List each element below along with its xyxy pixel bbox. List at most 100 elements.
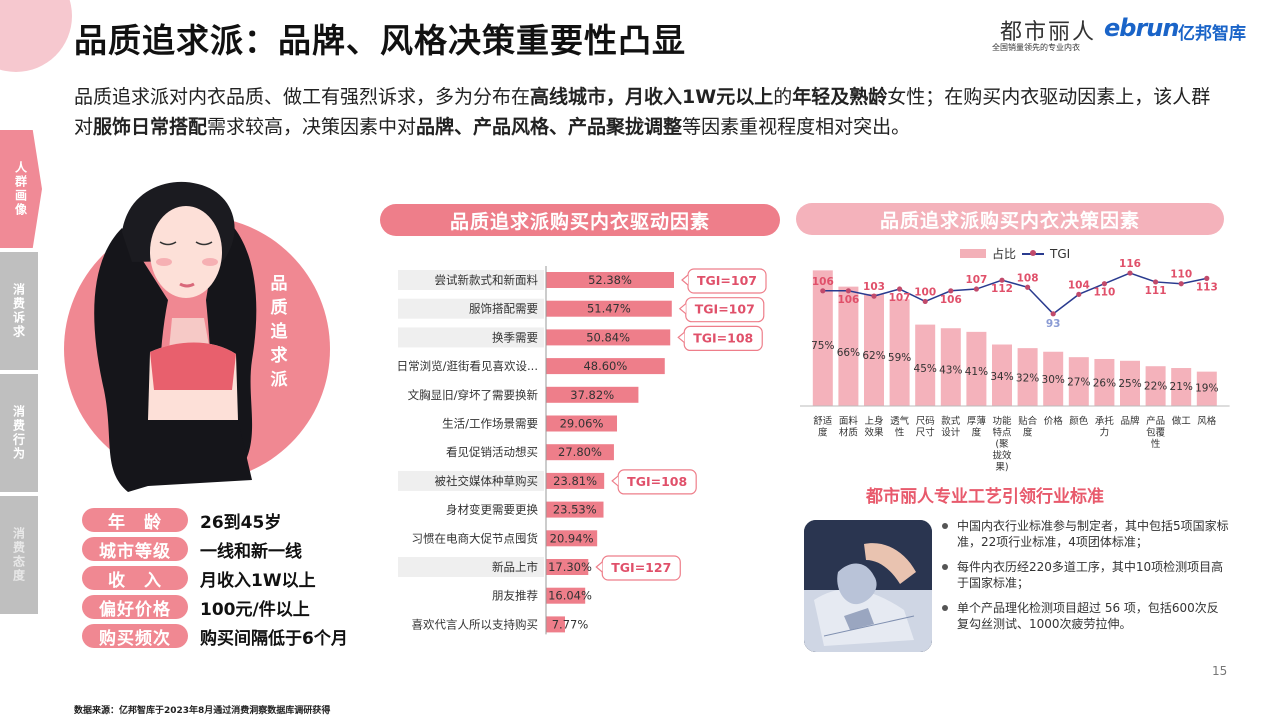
category-highlight — [398, 470, 544, 491]
share-label: 21% — [1170, 381, 1193, 393]
info-row-frequency: 购买频次 购买间隔低于6个月 — [82, 624, 348, 649]
tick-label: 力 — [1100, 427, 1110, 439]
tgi-label: 116 — [1119, 258, 1141, 270]
tgi-line — [822, 272, 1207, 315]
category-label: 日常浏览/逛街看见喜欢设... — [397, 359, 538, 373]
info-row-age: 年 龄 26到45岁 — [82, 508, 282, 533]
drive-factors-chart: 尝试新款式和新面料 52.38% TGI=107 服饰搭配需要 51.47% TGI=10… — [397, 266, 767, 635]
decision-bar — [1120, 360, 1140, 406]
tgi-point — [871, 293, 877, 299]
value-label: 23.53% — [553, 503, 597, 517]
info-key-age: 年 龄 — [82, 508, 188, 533]
decision-bar — [1017, 348, 1038, 406]
decision-bar — [940, 328, 961, 406]
value-label: 52.38% — [588, 273, 632, 287]
tgi-point — [820, 288, 826, 294]
tick-label: 产品 — [1146, 415, 1165, 427]
decision-bar — [1196, 371, 1217, 406]
value-label: 17.30% — [548, 560, 592, 574]
page-number: 15 — [1212, 664, 1228, 678]
share-label: 34% — [990, 371, 1013, 383]
category-highlight — [398, 298, 544, 319]
category-label: 看见促销活动想买 — [446, 445, 538, 459]
craft-photo — [804, 520, 932, 652]
tick-label: 拢效 — [992, 450, 1012, 462]
value-label: 16.04% — [548, 589, 592, 603]
category-highlight — [398, 327, 544, 348]
tick-label: 效果 — [864, 427, 884, 439]
tick-label: 尺寸 — [916, 427, 936, 439]
category-label: 朋友推荐 — [492, 589, 538, 603]
tgi-point — [1127, 270, 1133, 276]
tick-label: 风格 — [1197, 415, 1217, 427]
craft-item: 中国内衣行业标准参与制定者，其中包括5项国家标准，22项行业标准，4项团体标准； — [940, 518, 1230, 550]
tick-label: 包覆 — [1146, 427, 1166, 439]
share-label: 41% — [965, 366, 988, 378]
tick-label: 做工 — [1172, 415, 1192, 427]
info-row-price: 偏好价格 100元/件以上 — [82, 595, 310, 620]
info-value-age: 26到45岁 — [200, 512, 282, 533]
tick-label: 款式 — [941, 415, 961, 427]
share-label: 43% — [939, 364, 962, 376]
drive-bar — [546, 444, 614, 461]
category-label: 喜欢代言人所以支持购买 — [412, 617, 539, 631]
legend-label-share: 占比 — [992, 247, 1017, 261]
tgi-point — [1076, 291, 1082, 297]
side-tab-behavior[interactable]: 消费行为 — [0, 374, 38, 492]
decision-bar — [838, 286, 859, 406]
persona-label: 品质追求派 — [270, 274, 288, 390]
value-label: 51.47% — [587, 302, 631, 316]
cosmo-lady-tagline: 全国销量领先的专业内衣 — [992, 43, 1080, 52]
tick-label: 厚薄 — [967, 415, 987, 427]
tgi-point — [1025, 284, 1031, 290]
category-label: 被社交媒体种草购买 — [435, 474, 539, 488]
value-label: 29.06% — [560, 417, 604, 431]
tgi-point — [1153, 279, 1159, 285]
tgi-label: 112 — [991, 283, 1013, 295]
tgi-point — [1101, 281, 1107, 287]
drive-bar — [546, 329, 671, 346]
tick-label: 透气 — [890, 415, 910, 427]
drive-bar — [546, 616, 565, 633]
tick-label: 尺码 — [916, 416, 935, 427]
share-label: 30% — [1042, 374, 1065, 386]
share-label: 45% — [914, 363, 937, 375]
tgi-label: 104 — [1068, 279, 1090, 291]
side-nav: 人群画像 消费诉求 消费行为 消费态度 — [0, 130, 42, 618]
page-title: 品质追求派：品牌、风格决策重要性凸显 — [74, 21, 686, 60]
data-source-footnote: 数据来源：亿邦智库于2023年8月通过消费洞察数据库调研获得 — [74, 706, 331, 716]
side-tab-demand[interactable]: 消费诉求 — [0, 252, 38, 370]
tgi-label: 103 — [863, 281, 885, 293]
share-label: 27% — [1067, 376, 1090, 388]
decision-bar — [889, 299, 910, 406]
drive-bar — [546, 300, 672, 317]
decision-bar — [864, 293, 884, 406]
side-tab-attitude[interactable]: 消费态度 — [0, 496, 38, 614]
decision-bar — [812, 270, 833, 406]
tgi-point — [1204, 275, 1210, 281]
decision-bar — [1068, 357, 1089, 406]
share-label: 22% — [1144, 380, 1167, 392]
drive-chart-title: 品质追求派购买内衣驱动因素 — [380, 204, 780, 236]
tgi-label: 107 — [965, 274, 987, 286]
category-label: 习惯在电商大促节点囤货 — [412, 531, 539, 545]
decision-bar — [992, 344, 1012, 406]
tick-label: 材质 — [839, 427, 859, 439]
category-label: 换季需要 — [492, 330, 538, 344]
tgi-callout-pointer — [677, 331, 685, 343]
intro-paragraph: 品质追求派对内衣品质、做工有强烈诉求，多为分布在高线城市，月收入1W元以上的年轻… — [74, 86, 1211, 138]
category-highlight — [398, 270, 544, 290]
info-key-price: 偏好价格 — [82, 595, 188, 620]
info-value-price: 100元/件以上 — [200, 599, 310, 620]
category-label: 身材变更需要更换 — [446, 503, 538, 517]
decision-bar — [1043, 351, 1064, 406]
tick-label: 品牌 — [1120, 415, 1140, 427]
info-key-income: 收 入 — [82, 566, 188, 591]
value-label: 48.60% — [583, 359, 627, 373]
category-label: 尝试新款式和新面料 — [435, 273, 539, 287]
category-label: 新品上市 — [492, 560, 538, 574]
tgi-label: 108 — [1017, 272, 1039, 284]
tick-label: 度 — [972, 427, 982, 439]
info-key-city: 城市等级 — [82, 537, 188, 562]
side-tab-persona[interactable]: 人群画像 — [0, 130, 42, 248]
